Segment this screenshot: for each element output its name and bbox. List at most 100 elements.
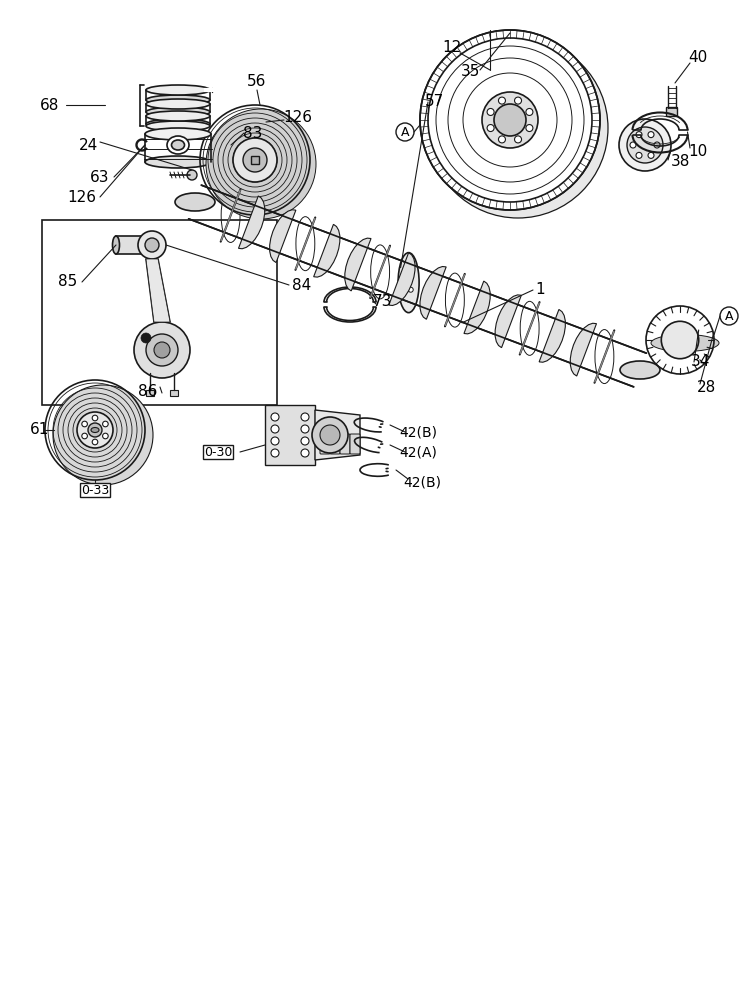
Text: 86: 86 [138,384,158,399]
Circle shape [526,108,533,115]
Ellipse shape [150,236,158,254]
Ellipse shape [146,121,210,131]
Circle shape [154,342,170,358]
Circle shape [312,417,348,453]
Ellipse shape [175,193,215,211]
Circle shape [408,287,413,292]
FancyBboxPatch shape [340,434,350,454]
Ellipse shape [112,236,119,254]
Polygon shape [314,224,340,277]
Circle shape [487,108,494,115]
Text: 10: 10 [688,144,707,159]
Circle shape [630,142,636,148]
Ellipse shape [212,136,218,154]
Ellipse shape [255,138,259,152]
Polygon shape [345,238,371,291]
Ellipse shape [91,428,99,432]
Circle shape [138,231,166,259]
Text: 68: 68 [40,98,60,112]
Text: 0-33: 0-33 [81,484,109,496]
Text: 0-30: 0-30 [204,446,232,458]
Text: 57: 57 [425,95,445,109]
FancyBboxPatch shape [330,434,340,454]
Circle shape [301,425,309,433]
Bar [42,220,277,405]
Text: 42(A): 42(A) [399,445,437,459]
Bar [170,390,178,396]
Circle shape [408,273,413,278]
Circle shape [88,423,102,437]
Ellipse shape [651,334,719,352]
Circle shape [134,322,190,378]
Circle shape [514,136,522,143]
Text: 73: 73 [372,294,391,310]
Circle shape [301,449,309,457]
Text: 85: 85 [58,274,78,290]
Bar [251,156,259,164]
Circle shape [243,148,267,172]
Bar [80,483,110,497]
Ellipse shape [145,128,211,140]
Circle shape [499,136,505,143]
Circle shape [92,439,98,445]
Text: 63: 63 [90,169,110,184]
Text: 24: 24 [78,137,98,152]
Bar [116,236,154,254]
Circle shape [636,132,642,138]
Circle shape [487,125,494,132]
FancyBboxPatch shape [667,107,678,116]
Ellipse shape [620,361,660,379]
Circle shape [648,132,654,138]
Ellipse shape [146,95,210,105]
Polygon shape [420,267,446,319]
Circle shape [271,413,279,421]
Circle shape [141,333,151,343]
Circle shape [494,104,526,136]
Circle shape [187,170,197,180]
Ellipse shape [146,99,210,109]
Circle shape [77,412,113,448]
Text: 34: 34 [690,355,710,369]
Text: 40: 40 [688,50,707,66]
Circle shape [206,109,316,219]
Circle shape [271,449,279,457]
Circle shape [82,433,87,439]
Circle shape [662,321,699,359]
Bar [146,390,154,396]
Circle shape [619,119,671,171]
Polygon shape [315,410,360,460]
Polygon shape [388,253,415,305]
Text: 56: 56 [247,75,266,90]
Circle shape [233,138,277,182]
Ellipse shape [146,111,210,121]
Ellipse shape [146,85,210,95]
Circle shape [92,415,98,421]
Polygon shape [539,309,565,362]
Text: 28: 28 [696,380,716,395]
Circle shape [103,421,108,427]
Text: 83: 83 [243,125,263,140]
Text: 12: 12 [443,40,462,55]
Circle shape [301,437,309,445]
Circle shape [654,142,660,148]
Circle shape [103,433,108,439]
Circle shape [428,38,592,202]
Polygon shape [571,323,596,376]
Polygon shape [269,210,296,263]
Bar [215,136,257,154]
Polygon shape [265,405,315,465]
Ellipse shape [167,136,189,154]
Ellipse shape [172,140,184,150]
Text: A: A [724,310,733,322]
Circle shape [420,30,600,210]
Text: 126: 126 [67,190,96,205]
FancyBboxPatch shape [350,434,360,454]
Circle shape [499,97,505,104]
Polygon shape [495,295,522,348]
Text: 42(B): 42(B) [399,425,437,439]
Text: 84: 84 [292,277,312,292]
Text: 61: 61 [30,422,50,438]
Circle shape [53,385,153,485]
Ellipse shape [254,136,260,154]
Circle shape [320,425,340,445]
